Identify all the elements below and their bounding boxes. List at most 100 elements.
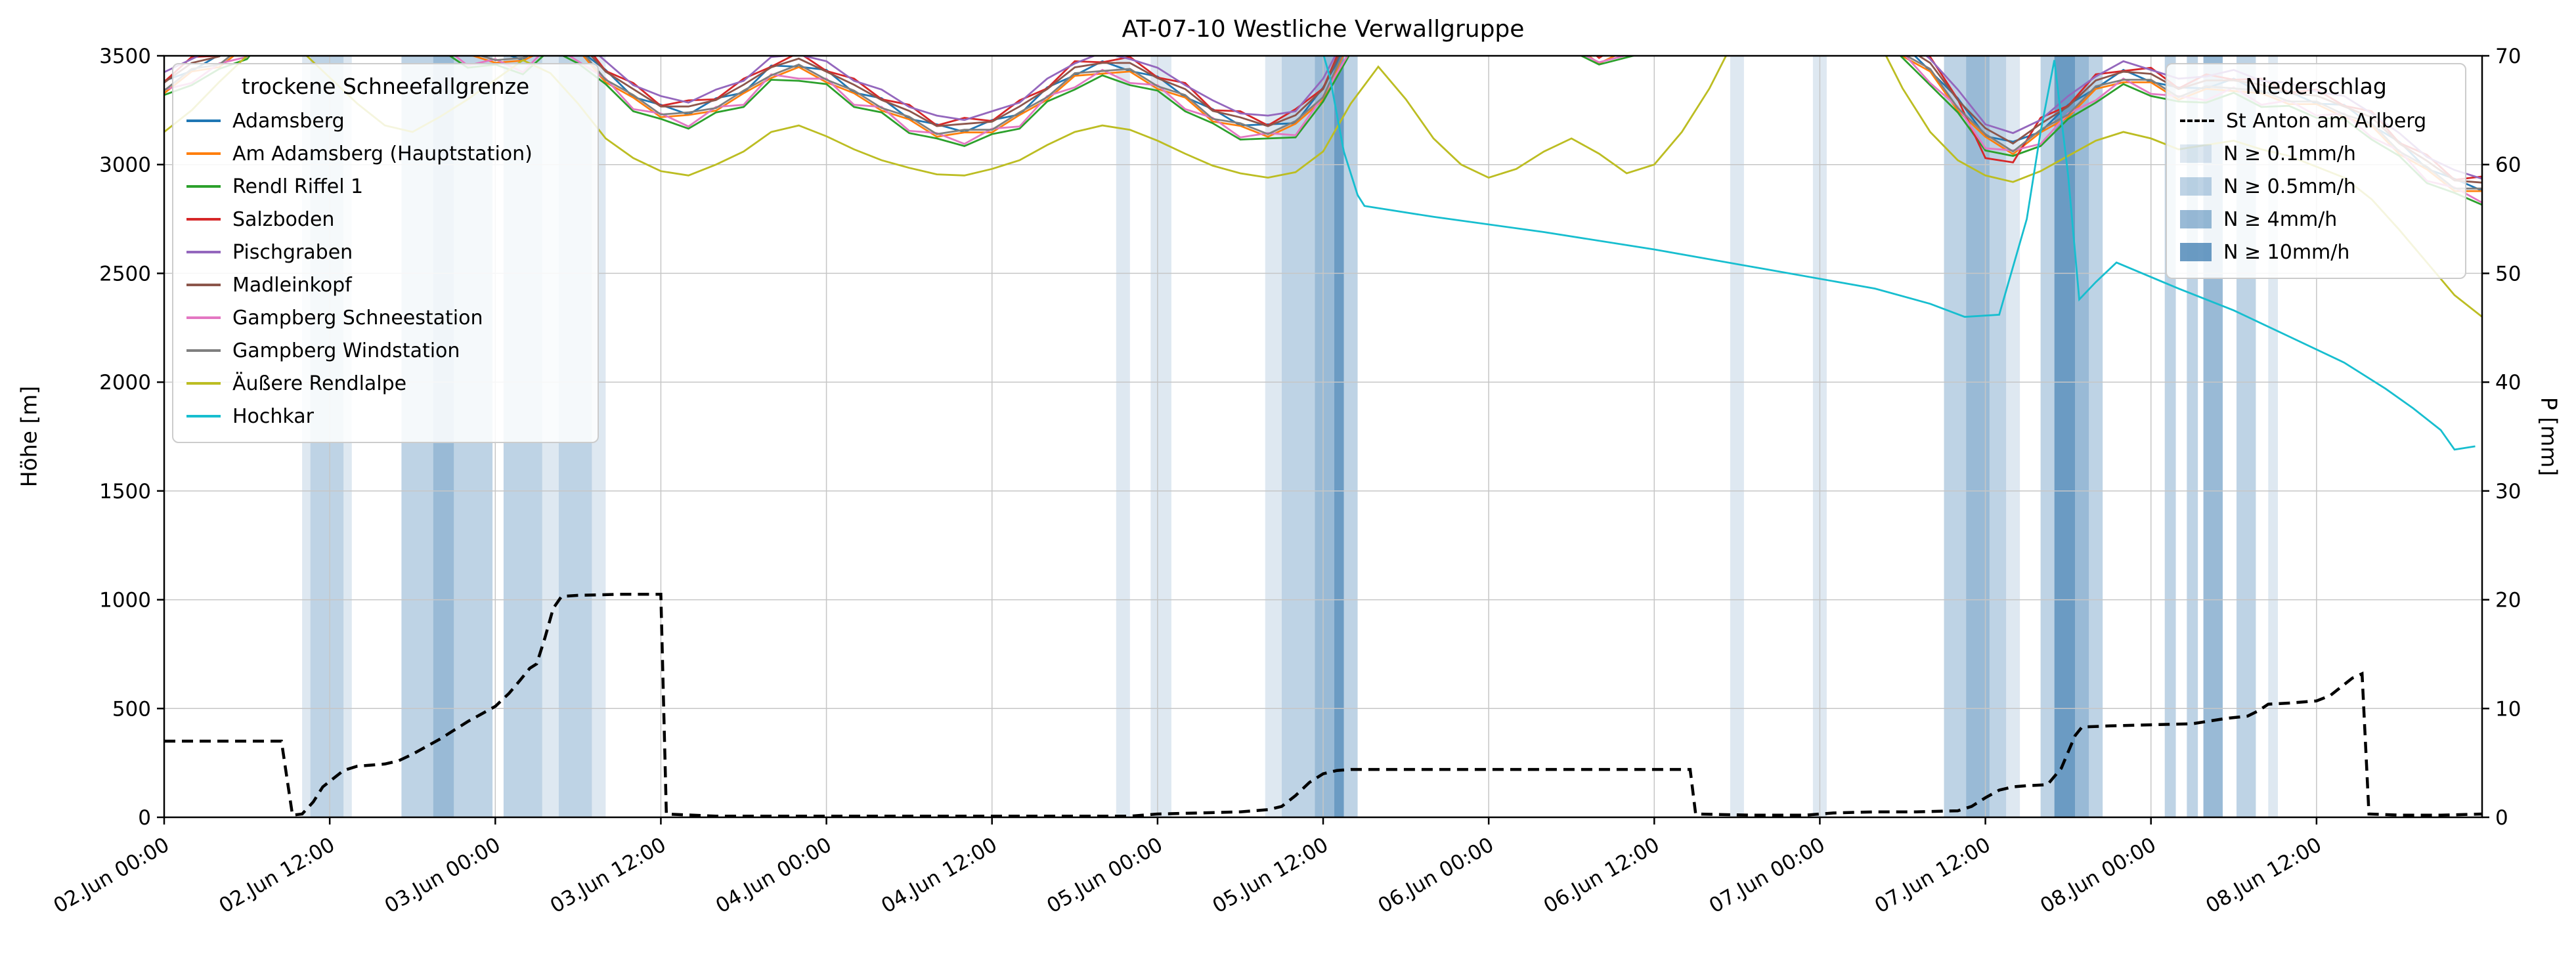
- legend-item-pischgraben: Pischgraben: [186, 236, 584, 268]
- precip-band: [2006, 56, 2020, 817]
- legend-line-swatch: [186, 316, 221, 319]
- legend-item-label: N ≥ 0.1mm/h: [2223, 142, 2356, 165]
- precip-band: [1730, 56, 1744, 817]
- left-tick-label: 1000: [99, 589, 151, 612]
- legend-item-label: St Anton am Arlberg: [2226, 109, 2427, 133]
- legend-patch-swatch: [2180, 243, 2212, 261]
- precip-band: [1265, 56, 1282, 817]
- legend-precip-title: Niederschlag: [2245, 74, 2387, 99]
- legend-stations-items: Adamsberg Am Adamsberg (Hauptstation) Rend…: [186, 104, 584, 433]
- legend-patch-swatch: [2180, 210, 2212, 228]
- legend-line-swatch: [186, 251, 221, 253]
- right-tick-label: 0: [2495, 806, 2508, 830]
- right-tick-label: 50: [2495, 262, 2521, 286]
- x-tick-label: 06.Jun 12:00: [1540, 833, 1664, 918]
- legend-item-n-4mm-h: N ≥ 4mm/h: [2180, 203, 2452, 236]
- right-tick-label: 40: [2495, 371, 2521, 395]
- legend-line-swatch: [186, 382, 221, 385]
- x-tick-label: 07.Jun 00:00: [1705, 833, 1829, 918]
- left-tick-label: 1500: [99, 480, 151, 504]
- precip-band: [1334, 56, 1344, 817]
- precip-band: [1989, 56, 2007, 817]
- legend-item-label: N ≥ 0.5mm/h: [2223, 175, 2356, 198]
- precip-band: [2075, 56, 2089, 817]
- legend-item-rendl-riffel-1: Rendl Riffel 1: [186, 170, 584, 203]
- legend-item-label: Salzboden: [232, 207, 335, 231]
- precip-band: [2089, 56, 2103, 817]
- right-tick-label: 20: [2495, 589, 2521, 612]
- left-tick-label: 3000: [99, 154, 151, 177]
- left-tick-label: 500: [112, 697, 151, 721]
- legend-item-label: Pischgraben: [232, 240, 353, 264]
- precip-band: [1315, 56, 1334, 817]
- legend-stations: trockene Schneefallgrenze Adamsberg Am Ad…: [172, 63, 599, 443]
- precip-band: [1281, 56, 1315, 817]
- x-tick-label: 06.Jun 00:00: [1374, 833, 1498, 918]
- x-tick-label: 03.Jun 00:00: [381, 833, 505, 918]
- legend-item-gampberg-schneestation: Gampberg Schneestation: [186, 301, 584, 334]
- legend-line-swatch: [186, 152, 221, 155]
- legend-item-salzboden: Salzboden: [186, 203, 584, 236]
- x-tick-label: 08.Jun 00:00: [2036, 833, 2160, 918]
- legend-dashed-line-swatch: [2180, 119, 2214, 122]
- left-tick-label: 3500: [99, 45, 151, 68]
- legend-item-n-0-5mm-h: N ≥ 0.5mm/h: [2180, 170, 2452, 203]
- tick-marks: [157, 54, 2489, 825]
- legend-stations-title: trockene Schneefallgrenze: [241, 74, 530, 99]
- x-tick-label: 04.Jun 12:00: [877, 833, 1001, 918]
- legend-item-hochkar: Hochkar: [186, 400, 584, 433]
- legend-item-adamsberg: Adamsberg: [186, 104, 584, 137]
- legend-item-label: Gampberg Windstation: [232, 339, 460, 362]
- legend-item-label: N ≥ 10mm/h: [2223, 240, 2350, 264]
- legend-line-swatch: [186, 218, 221, 221]
- precip-band: [1150, 56, 1171, 817]
- precip-band: [1343, 56, 1358, 817]
- x-tick-label: 05.Jun 12:00: [1208, 833, 1332, 918]
- legend-item-label: Madleinkopf: [232, 273, 352, 297]
- legend-line-swatch: [186, 119, 221, 122]
- right-tick-label: 60: [2495, 154, 2521, 177]
- legend-line-swatch: [186, 185, 221, 188]
- x-tick-label: 08.Jun 12:00: [2202, 833, 2326, 918]
- series-line-hochkar: [1322, 56, 2476, 451]
- left-tick-label: 2000: [99, 371, 151, 395]
- legend-patch-swatch: [2180, 177, 2212, 196]
- legend-line-swatch: [186, 284, 221, 286]
- legend-item-st-anton-am-arlberg: St Anton am Arlberg: [2180, 104, 2452, 137]
- legend-item-label: Äußere Rendlalpe: [232, 372, 407, 395]
- right-tick-label: 70: [2495, 45, 2521, 68]
- x-tick-label: 07.Jun 12:00: [1871, 833, 1995, 918]
- legend-item-n-0-1mm-h: N ≥ 0.1mm/h: [2180, 137, 2452, 170]
- series-line-pischgraben: [164, 56, 2482, 180]
- series-line-salzboden: [164, 56, 2482, 181]
- legend-item-label: Adamsberg: [232, 109, 345, 133]
- legend-item-u-ere-rendlalpe: Äußere Rendlalpe: [186, 367, 584, 400]
- legend-item-madleinkopf: Madleinkopf: [186, 268, 584, 301]
- legend-item-n-10mm-h: N ≥ 10mm/h: [2180, 236, 2452, 268]
- precip-band: [1944, 56, 1967, 817]
- legend-patch-swatch: [2180, 144, 2212, 163]
- legend-item-label: Am Adamsberg (Hauptstation): [232, 142, 533, 165]
- x-tick-label: 02.Jun 12:00: [215, 833, 339, 918]
- legend-item-am-adamsberg-hauptstation: Am Adamsberg (Hauptstation): [186, 137, 584, 170]
- precip-line-st-anton-am-arlberg: [164, 593, 2482, 817]
- legend-precip: Niederschlag St Anton am Arlberg N ≥ 0.1m…: [2166, 63, 2466, 279]
- legend-item-label: N ≥ 4mm/h: [2223, 207, 2338, 231]
- legend-line-swatch: [186, 415, 221, 418]
- precip-band: [1966, 56, 1990, 817]
- legend-precip-items: St Anton am Arlberg N ≥ 0.1mm/h N ≥ 0.5mm/…: [2180, 104, 2452, 268]
- right-tick-label: 10: [2495, 697, 2521, 721]
- x-tick-label: 02.Jun 00:00: [49, 833, 173, 918]
- x-tick-label: 05.Jun 00:00: [1043, 833, 1167, 918]
- precip-band: [2040, 56, 2055, 817]
- legend-item-label: Rendl Riffel 1: [232, 175, 364, 198]
- legend-item-label: Hochkar: [232, 404, 314, 428]
- x-tick-label: 03.Jun 12:00: [546, 833, 670, 918]
- legend-item-label: Gampberg Schneestation: [232, 306, 483, 330]
- x-tick-label: 04.Jun 00:00: [712, 833, 836, 918]
- legend-item-gampberg-windstation: Gampberg Windstation: [186, 334, 584, 367]
- left-tick-label: 2500: [99, 262, 151, 286]
- series-line-adamsberg: [164, 56, 2482, 192]
- precip-band: [2054, 56, 2076, 817]
